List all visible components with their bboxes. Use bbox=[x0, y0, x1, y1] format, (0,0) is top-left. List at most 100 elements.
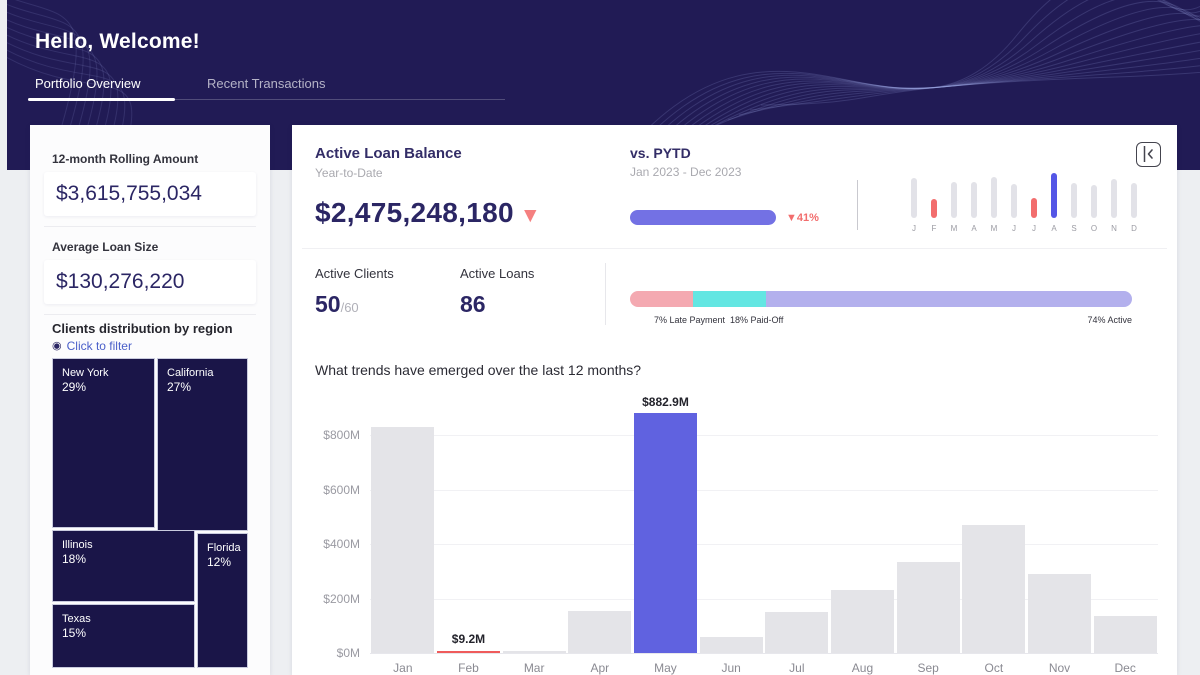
status-segment-2[interactable] bbox=[692, 291, 766, 307]
gridline bbox=[370, 489, 1158, 491]
collapse-panel-button[interactable] bbox=[1136, 142, 1161, 167]
filter-row: ◉ Click to filter bbox=[52, 339, 132, 353]
bar-dec[interactable] bbox=[1093, 616, 1157, 653]
active-loans-value: 86 bbox=[460, 291, 486, 317]
bar-value-label: $882.9M bbox=[642, 394, 689, 409]
treemap-tile-texas[interactable]: Texas 15% bbox=[52, 604, 195, 668]
mini-bar-5: M bbox=[984, 171, 1004, 233]
x-axis-label: Jul bbox=[789, 661, 805, 675]
gridline bbox=[370, 653, 1158, 654]
loan-status-bar bbox=[630, 291, 1132, 307]
loan-status-labels: 7% Late Payment 18% Paid-Off 74% Active bbox=[630, 315, 1132, 327]
pytd-progress-bar bbox=[630, 210, 776, 225]
vs-pytd-title: vs. PYTD bbox=[630, 145, 691, 161]
treemap-tile-florida[interactable]: Florida 12% bbox=[197, 533, 248, 668]
mini-bar-8: A bbox=[1044, 171, 1064, 233]
portfolio-card: Active Loan Balance Year-to-Date $2,475,… bbox=[292, 125, 1177, 675]
bar-jan[interactable] bbox=[371, 427, 435, 653]
mini-bar-2: F bbox=[924, 171, 944, 233]
x-axis-label: Sep bbox=[917, 661, 939, 675]
x-axis-label: May bbox=[654, 661, 677, 675]
y-axis-label: $200M bbox=[323, 591, 360, 606]
trends-bar-chart: $0M $200M $400M $600M $800M Jan $9.2M Feb Mar Apr… bbox=[323, 395, 1158, 675]
x-axis-label: Apr bbox=[590, 661, 610, 675]
x-axis-label: Jan bbox=[393, 661, 413, 675]
gridline bbox=[370, 435, 1158, 437]
bar-aug[interactable] bbox=[830, 590, 894, 653]
mini-bar-6: J bbox=[1004, 171, 1024, 233]
x-axis-label: Feb bbox=[458, 661, 479, 675]
mini-bar-4: A bbox=[964, 171, 984, 233]
mini-bar-9: S bbox=[1064, 171, 1084, 233]
status-segment-label: 7% Late Payment bbox=[654, 315, 726, 325]
x-axis-label: Nov bbox=[1048, 661, 1071, 675]
bar-value-label: $9.2M bbox=[451, 632, 486, 647]
divider bbox=[302, 248, 1167, 249]
rolling-amount-value: $3,615,755,034 bbox=[44, 172, 256, 216]
bar-jul[interactable] bbox=[765, 612, 829, 653]
filter-target-icon: ◉ bbox=[52, 340, 62, 352]
gridline bbox=[370, 598, 1158, 600]
y-axis-label: $0M bbox=[336, 646, 360, 660]
bar-nov[interactable] bbox=[1027, 574, 1091, 653]
y-axis-label: $400M bbox=[323, 537, 360, 552]
bar-oct[interactable] bbox=[962, 525, 1026, 653]
average-loan-value: $130,276,220 bbox=[44, 260, 256, 304]
bar-mar[interactable] bbox=[502, 651, 566, 653]
collapse-panel-icon bbox=[1143, 146, 1153, 162]
y-axis-label: $600M bbox=[323, 482, 360, 497]
divider bbox=[44, 226, 256, 227]
treemap-tile-illinois[interactable]: Illinois 18% bbox=[52, 530, 195, 602]
tab-portfolio-overview[interactable]: Portfolio Overview bbox=[35, 76, 141, 91]
click-to-filter-link[interactable]: Click to filter bbox=[66, 339, 132, 353]
x-axis-label: Jun bbox=[721, 661, 741, 675]
active-clients-value: 50/60 bbox=[315, 291, 359, 317]
region-treemap: New York 29% California 27% Illinois 18%… bbox=[52, 358, 248, 668]
gridline bbox=[370, 544, 1158, 546]
x-axis-label: Mar bbox=[523, 661, 545, 675]
active-loans-label: Active Loans bbox=[460, 266, 535, 281]
mini-bar-12: D bbox=[1124, 171, 1144, 233]
rolling-amount-label: 12-month Rolling Amount bbox=[52, 152, 199, 166]
active-loan-balance-value: $2,475,248,180 ▼ bbox=[315, 197, 541, 228]
status-segment-label: 74% Active bbox=[1087, 315, 1132, 325]
active-clients-label: Active Clients bbox=[315, 266, 394, 281]
average-loan-label: Average Loan Size bbox=[52, 240, 159, 254]
bar-may[interactable] bbox=[633, 412, 697, 653]
vs-pytd-subtitle: Jan 2023 - Dec 2023 bbox=[630, 165, 742, 179]
active-loan-balance-subtitle: Year-to-Date bbox=[315, 166, 383, 180]
bar-jun[interactable] bbox=[699, 636, 763, 653]
status-segment-label: 18% Paid-Off bbox=[730, 315, 784, 325]
divider bbox=[857, 180, 858, 230]
divider bbox=[605, 263, 606, 325]
bar-feb[interactable] bbox=[436, 650, 500, 653]
bar-apr[interactable] bbox=[568, 610, 632, 653]
trend-down-icon: ▼ bbox=[519, 204, 541, 227]
treemap-tile-california[interactable]: California 27% bbox=[157, 358, 248, 531]
divider bbox=[44, 314, 256, 315]
mini-bar-10: O bbox=[1084, 171, 1104, 233]
trends-chart-title: What trends have emerged over the last 1… bbox=[315, 362, 642, 378]
mini-bar-7: J bbox=[1024, 171, 1044, 233]
bar-sep[interactable] bbox=[896, 561, 960, 653]
page-title: Hello, Welcome! bbox=[35, 30, 200, 53]
active-loan-balance-title: Active Loan Balance bbox=[315, 145, 462, 162]
x-axis-label: Aug bbox=[851, 661, 874, 675]
tab-recent-transactions[interactable]: Recent Transactions bbox=[207, 76, 326, 91]
mini-bar-11: N bbox=[1104, 171, 1124, 233]
distribution-title: Clients distribution by region bbox=[52, 321, 233, 336]
mini-bar-3: M bbox=[944, 171, 964, 233]
active-clients-total: /60 bbox=[340, 300, 359, 315]
active-tab-indicator bbox=[28, 98, 175, 101]
treemap-tile-new-york[interactable]: New York 29% bbox=[52, 358, 155, 528]
y-axis-label: $800M bbox=[323, 428, 360, 443]
x-axis-label: Oct bbox=[984, 661, 1004, 675]
status-segment-1[interactable] bbox=[630, 291, 693, 307]
x-axis-label: Dec bbox=[1114, 661, 1136, 675]
status-segment-3[interactable] bbox=[765, 291, 1132, 307]
summary-panel: 12-month Rolling Amount $3,615,755,034 A… bbox=[30, 125, 270, 675]
mini-bar-1: J bbox=[904, 171, 924, 233]
tab-bar-divider bbox=[175, 99, 505, 100]
pytd-delta-badge: ▼41% bbox=[786, 212, 819, 224]
